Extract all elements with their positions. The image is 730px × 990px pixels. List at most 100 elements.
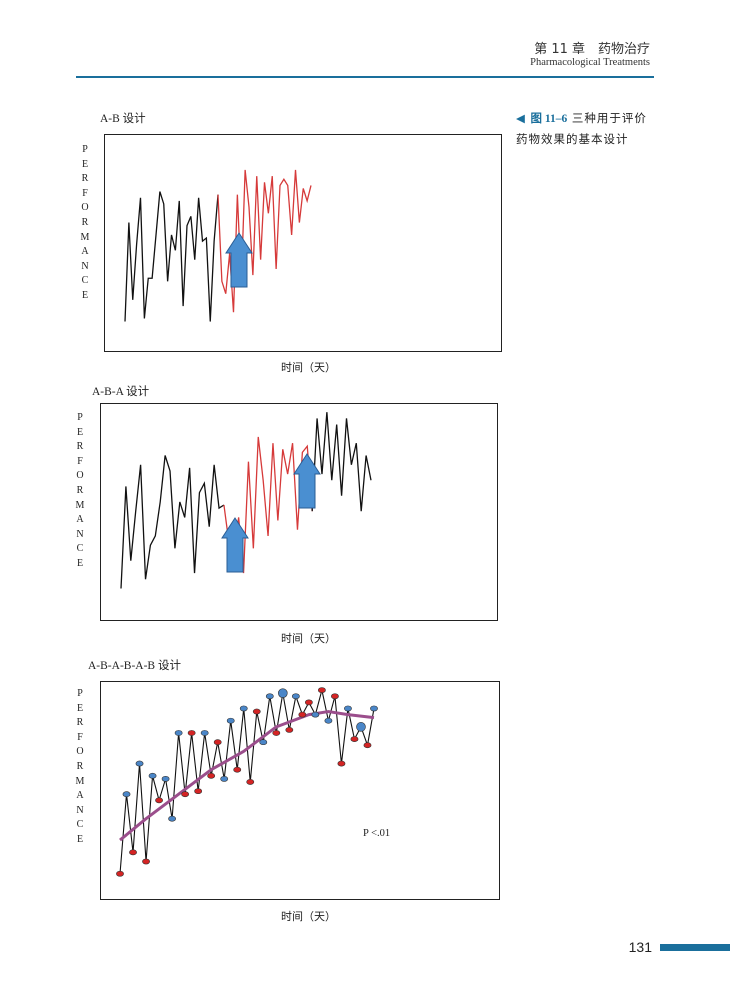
data-point-red: [337, 760, 346, 767]
data-point-blue: [168, 815, 177, 822]
ylabel-letter: M: [80, 231, 90, 243]
data-point-blue: [291, 693, 300, 700]
chapter-title-en: Pharmacological Treatments: [530, 57, 650, 68]
ylabel-letter: O: [76, 746, 84, 758]
data-point-red: [213, 739, 222, 746]
data-point-blue: [344, 705, 352, 712]
data-point-red: [331, 693, 339, 700]
panel-ababab-plot: [116, 687, 378, 877]
ylabel-letter: O: [76, 470, 84, 482]
series-line-a-2: [311, 412, 372, 512]
data-point-blue: [220, 775, 229, 782]
page-number-bar: [660, 944, 730, 951]
ylabel-letter: M: [75, 499, 85, 511]
ylabel-letter: C: [76, 819, 84, 831]
data-point-blue: [239, 705, 248, 712]
data-point-red: [142, 858, 150, 865]
trend-line: [119, 710, 375, 842]
caption-marker-icon: ◀: [516, 111, 526, 125]
panel-ababab-title: A-B-A-B-A-B 设计: [88, 660, 181, 672]
chapter-title: 第 11 章 药物治疗: [534, 42, 650, 57]
ylabel-letter: E: [81, 158, 89, 170]
ylabel-letter: C: [76, 543, 84, 555]
ylabel-letter: R: [76, 717, 84, 729]
panel-aba-xlabel: 时间（天）: [281, 632, 336, 645]
figure-number: 图 11–6: [530, 113, 568, 125]
data-connector-line: [119, 689, 375, 874]
ylabel-letter: A: [81, 246, 89, 258]
page-number: 131: [628, 939, 652, 955]
caption-text-2: 药物效果的基本设计: [516, 132, 629, 146]
ylabel-letter: N: [81, 260, 89, 272]
ylabel-letter: E: [81, 289, 89, 301]
p-value-annotation: P <.01: [363, 828, 391, 839]
header-rule: [76, 76, 654, 78]
panel-ab-chart: [104, 134, 502, 352]
panel-ab-plot: [124, 169, 312, 322]
ylabel-letter: R: [81, 216, 89, 228]
panel-ab-title: A-B 设计: [100, 113, 146, 125]
panel-aba-plot: [120, 412, 372, 589]
ylabel-letter: O: [81, 202, 89, 214]
ylabel-letter: P: [77, 412, 83, 423]
panel-ab-xlabel: 时间（天）: [281, 361, 336, 374]
data-point-red: [155, 797, 163, 804]
ylabel-letter: N: [76, 528, 84, 540]
caption-text-1: 三种用于评价: [571, 111, 647, 125]
data-point-red: [181, 791, 190, 798]
panel-aba-chart: [100, 403, 498, 621]
data-point-blue: [122, 791, 131, 798]
data-point-blue: [278, 688, 288, 698]
ylabel-letter: E: [76, 426, 84, 438]
ylabel-letter: F: [82, 187, 88, 199]
series-line-b-1: [223, 436, 313, 574]
data-point-red: [233, 766, 242, 773]
data-point-red: [129, 849, 137, 856]
phase-arrow-icon: [293, 453, 321, 509]
ylabel-letter: R: [76, 441, 84, 453]
data-point-red: [350, 736, 359, 742]
data-point-red: [363, 742, 372, 749]
data-point-blue: [226, 717, 235, 724]
ylabel-letter: A: [76, 514, 84, 526]
data-point-red: [298, 711, 307, 718]
data-point-blue: [148, 772, 157, 779]
data-point-blue: [324, 717, 333, 724]
data-point-blue: [259, 739, 268, 746]
data-point-blue: [356, 722, 366, 732]
data-point-blue: [161, 775, 170, 782]
data-point-blue: [174, 730, 183, 736]
data-point-blue: [311, 711, 320, 718]
data-point-red: [246, 779, 255, 785]
data-point-red: [317, 687, 326, 694]
data-point-blue: [200, 730, 209, 736]
ylabel-letter: E: [76, 833, 84, 845]
data-point-blue: [135, 760, 144, 767]
series-line-b-1: [217, 169, 312, 313]
ylabel-letter: M: [75, 775, 85, 787]
ylabel-letter: E: [76, 702, 84, 714]
data-point-red: [304, 699, 313, 706]
panel-ababab-xlabel: 时间（天）: [281, 910, 336, 923]
ylabel-letter: F: [77, 731, 83, 743]
data-point-red: [207, 772, 216, 779]
series-line-a-0: [120, 455, 225, 589]
data-point-red: [252, 708, 261, 715]
panel-ababab-chart: P <.01: [100, 681, 500, 900]
panel-aba-title: A-B-A 设计: [92, 386, 150, 398]
ylabel-letter: P: [77, 688, 83, 699]
ylabel-letter: E: [76, 557, 84, 569]
data-point-red: [285, 727, 294, 733]
ylabel-letter: F: [77, 455, 83, 467]
ylabel-letter: R: [81, 173, 89, 185]
data-point-red: [194, 788, 203, 795]
data-point-blue: [370, 705, 378, 712]
ylabel-letter: N: [76, 804, 84, 816]
data-point-red: [272, 730, 281, 736]
figure-caption: ◀ 图 11–6 三种用于评价 药物效果的基本设计: [516, 108, 666, 149]
ylabel-letter: R: [76, 760, 84, 772]
ylabel-letter: A: [76, 790, 84, 802]
series-line-a-0: [124, 191, 219, 322]
